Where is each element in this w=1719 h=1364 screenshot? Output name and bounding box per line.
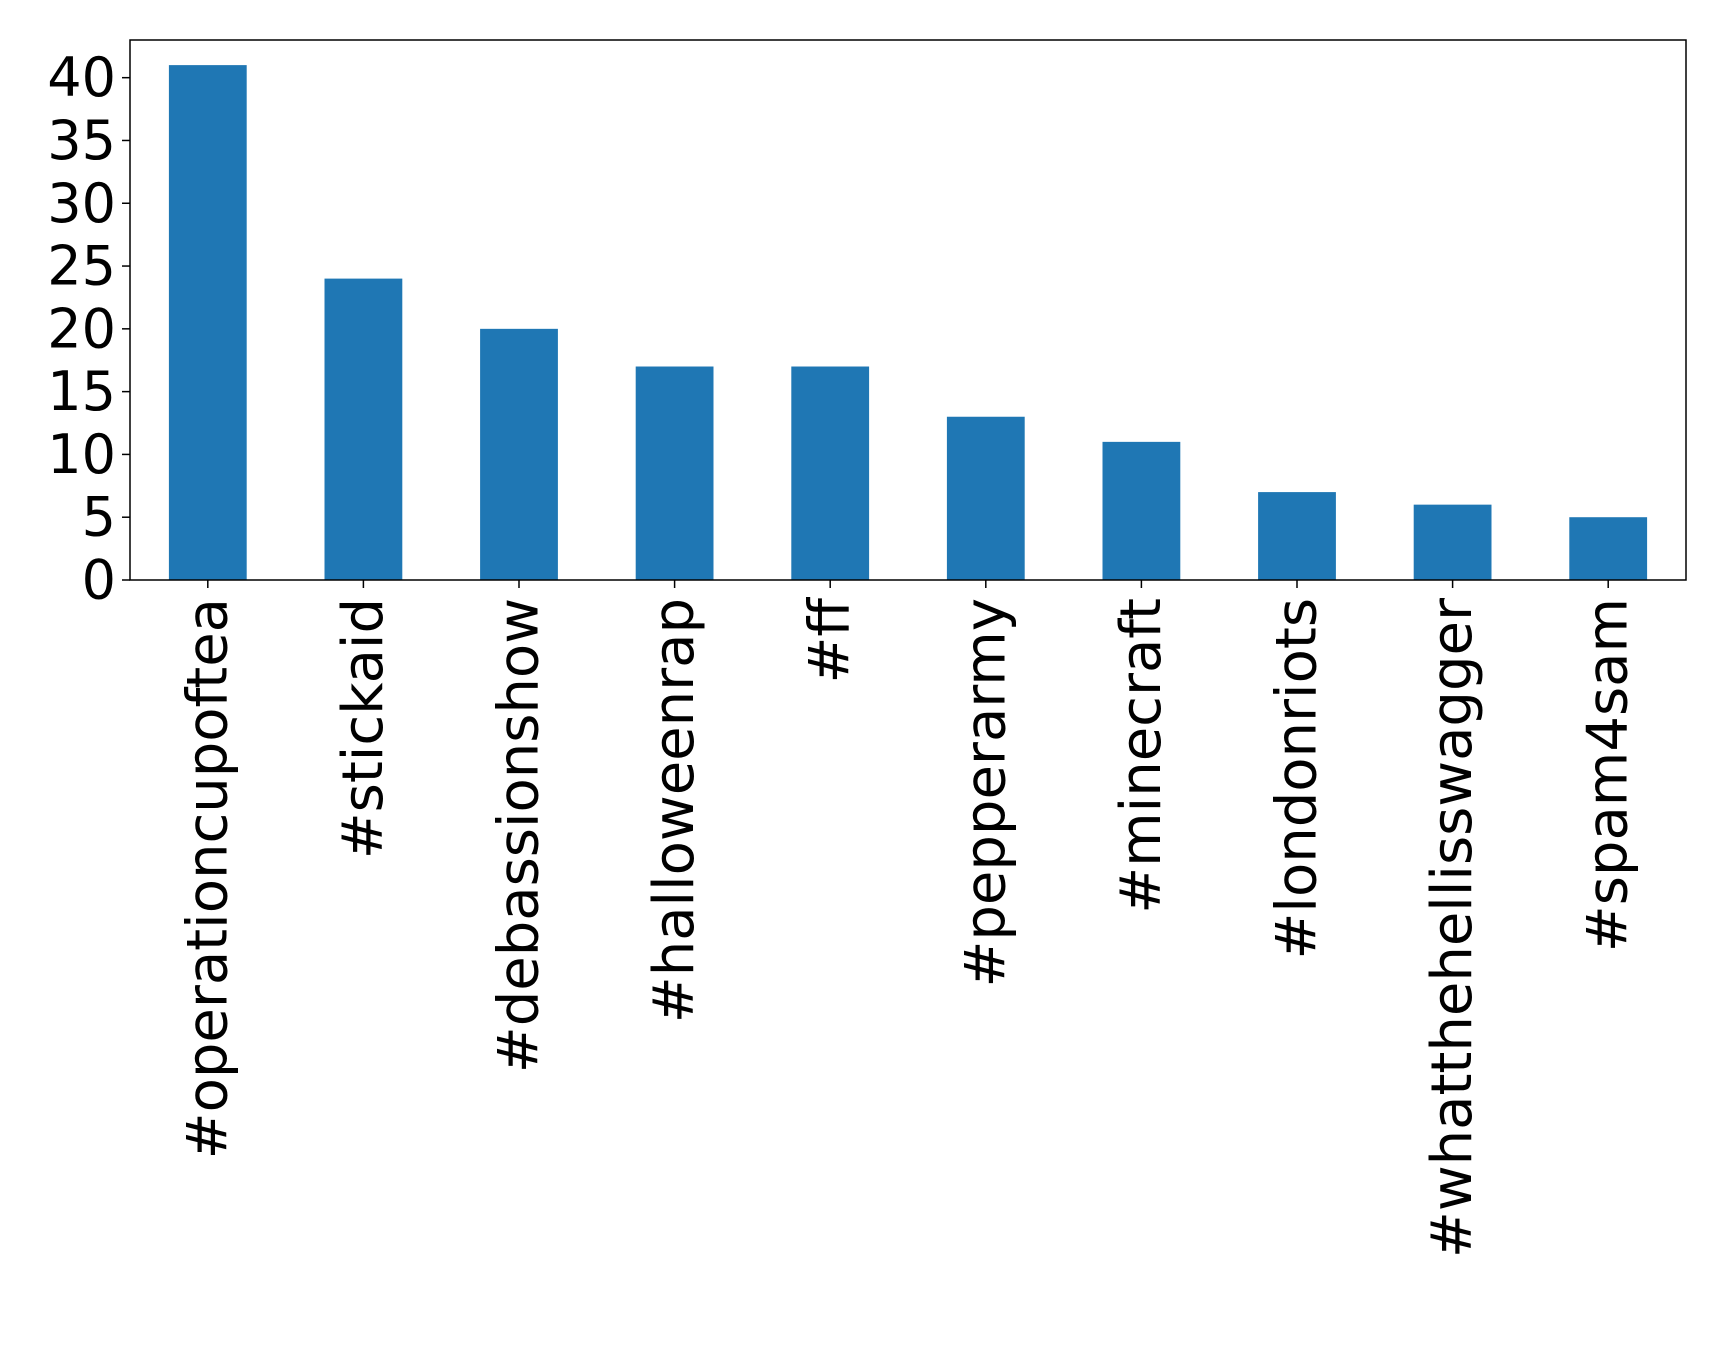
y-tick-label: 40 — [47, 46, 116, 109]
plot-frame — [129, 39, 1687, 581]
x-tick-label: #halloweenrap — [642, 598, 707, 1023]
x-tick-label: #pepperarmy — [953, 598, 1018, 988]
y-tick-label: 10 — [47, 423, 116, 486]
y-tick-label: 20 — [47, 297, 116, 360]
bar-whatthehellisswagger — [1413, 504, 1492, 580]
bar-spam4sam — [1569, 517, 1648, 580]
x-tick-label: #londonriots — [1265, 598, 1330, 960]
bar-londonriots — [1258, 492, 1336, 580]
bar-minecraft — [1102, 441, 1181, 580]
y-tick-label: 15 — [47, 360, 116, 423]
y-tick-label: 25 — [47, 235, 116, 298]
bar-stickaid — [324, 278, 403, 580]
y-tick-label: 5 — [82, 486, 116, 549]
bars-group — [168, 65, 1648, 581]
x-tick-label: #ff — [798, 597, 863, 684]
bar-halloweenrap — [635, 366, 714, 580]
bar-pepperarmy — [946, 416, 1025, 580]
bar-ff — [791, 366, 870, 580]
bar-operationcupoftea — [168, 65, 247, 581]
y-tick-label: 0 — [82, 549, 116, 612]
x-tick-label: #whatthehellisswagger — [1420, 597, 1485, 1258]
bar-debassionshow — [480, 328, 558, 580]
x-tick-label: #operationcupoftea — [175, 598, 240, 1159]
x-tick-label: #stickaid — [331, 598, 396, 859]
x-tick-label: #debassionshow — [487, 598, 552, 1073]
y-tick-label: 35 — [47, 109, 116, 172]
x-axis: #operationcupoftea #stickaid #debassionsho… — [175, 580, 1641, 1258]
x-tick-label: #minecraft — [1109, 598, 1174, 914]
y-tick-label: 30 — [47, 172, 116, 235]
x-tick-label: #spam4sam — [1576, 598, 1641, 952]
